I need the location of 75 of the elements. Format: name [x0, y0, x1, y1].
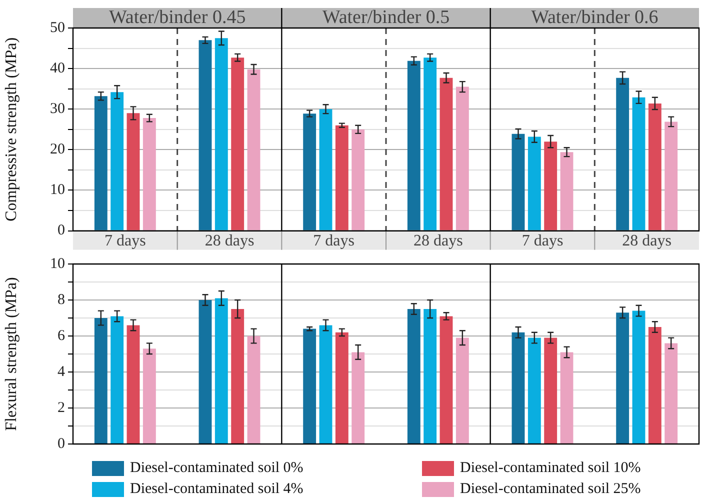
y-tick-label: 40: [50, 60, 65, 76]
legend-label: Diesel-contaminated soil 10%: [460, 460, 641, 476]
x-tick-label: 7 days: [313, 232, 354, 250]
bar: [440, 78, 453, 230]
y-tick-label: 20: [50, 142, 65, 158]
bar: [648, 327, 662, 444]
y-tick-label: 0: [58, 222, 65, 239]
bar: [319, 325, 332, 444]
bar: [110, 92, 124, 230]
bar: [352, 352, 365, 444]
y-axis-title: Flexural strength (MPa): [2, 277, 20, 431]
annotation: Water/binder 0.45: [108, 6, 246, 28]
bar: [616, 312, 630, 444]
bar: [528, 136, 541, 230]
bar: [303, 114, 316, 230]
bar: [335, 332, 348, 444]
bar: [319, 109, 332, 230]
bar: [544, 338, 558, 444]
x-tick-label: 28 days: [204, 232, 254, 250]
bar: [632, 310, 646, 444]
bar: [560, 352, 574, 444]
bar: [247, 69, 260, 230]
bar: [407, 309, 420, 444]
y-tick-label: 6: [58, 328, 66, 344]
bar: [335, 125, 348, 230]
bar: [214, 38, 228, 230]
bar: [126, 113, 140, 230]
bar: [664, 122, 678, 230]
bar: [424, 58, 437, 230]
bar: [632, 97, 646, 230]
bar: [440, 316, 453, 444]
legend-label: Diesel-contaminated soil 4%: [130, 480, 304, 498]
y-tick-label: 0: [58, 436, 65, 452]
bar: [142, 348, 156, 444]
bar: [616, 78, 630, 230]
x-tick-label: 28 days: [622, 232, 672, 250]
bar: [664, 343, 678, 444]
bar: [110, 316, 124, 444]
bar: [352, 129, 365, 230]
bar: [303, 328, 316, 444]
y-tick-label: 8: [58, 292, 65, 308]
bar: [407, 60, 420, 230]
x-tick-label: 7 days: [104, 232, 146, 250]
x-tick-label: 28 days: [414, 232, 463, 250]
y-axis-title: Compressive strength (MPa): [2, 37, 20, 222]
bar: [126, 325, 140, 444]
bar: [544, 142, 558, 230]
bar: [231, 309, 244, 444]
bar: [94, 318, 108, 444]
bar: [198, 40, 212, 230]
bar: [247, 336, 260, 444]
bar: [142, 118, 156, 230]
y-tick-label: 10: [50, 256, 65, 272]
legend-label: Diesel-contaminated soil 25%: [460, 480, 641, 498]
bar: [198, 300, 212, 444]
bar: [214, 298, 228, 444]
bar: [424, 309, 437, 444]
bar: [456, 338, 469, 444]
bar: [528, 338, 541, 444]
annotation: Water/binder 0.6: [531, 6, 658, 28]
bar: [648, 103, 662, 230]
y-tick-label: 4: [58, 364, 66, 380]
y-tick-label: 2: [58, 400, 65, 416]
annotation: Water/binder 0.5: [322, 6, 450, 28]
bar: [560, 152, 574, 230]
bar: [512, 134, 525, 230]
bar: [456, 86, 469, 230]
y-tick-label: 30: [50, 101, 65, 118]
bar: [231, 58, 244, 230]
y-tick-label: 50: [50, 20, 65, 36]
bar: [512, 332, 525, 444]
y-tick-label: 10: [50, 182, 65, 198]
x-tick-label: 7 days: [522, 232, 564, 250]
bar: [94, 96, 108, 230]
legend-label: Diesel-contaminated soil 0%: [130, 460, 304, 476]
